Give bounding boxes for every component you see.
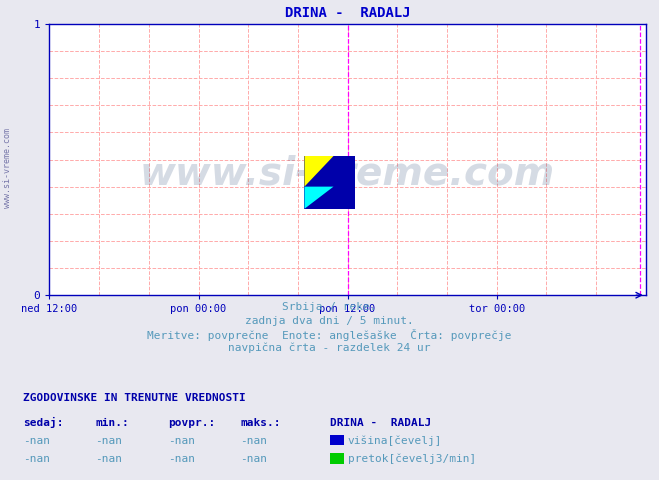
Text: pretok[čevelj3/min]: pretok[čevelj3/min] [348, 454, 476, 464]
Text: navpična črta - razdelek 24 ur: navpična črta - razdelek 24 ur [228, 343, 431, 353]
Text: -nan: -nan [168, 454, 195, 464]
Title: DRINA -  RADALJ: DRINA - RADALJ [285, 6, 411, 20]
Text: -nan: -nan [96, 454, 123, 464]
Text: -nan: -nan [168, 436, 195, 446]
Text: Srbija / reke.: Srbija / reke. [282, 302, 377, 312]
Polygon shape [304, 187, 333, 209]
Text: -nan: -nan [241, 436, 268, 446]
Text: -nan: -nan [23, 436, 50, 446]
Text: zadnja dva dni / 5 minut.: zadnja dva dni / 5 minut. [245, 316, 414, 326]
Text: www.si-vreme.com: www.si-vreme.com [3, 128, 13, 208]
Text: www.si-vreme.com: www.si-vreme.com [140, 154, 556, 192]
Text: sedaj:: sedaj: [23, 417, 63, 428]
Text: povpr.:: povpr.: [168, 418, 215, 428]
Text: -nan: -nan [23, 454, 50, 464]
Text: ZGODOVINSKE IN TRENUTNE VREDNOSTI: ZGODOVINSKE IN TRENUTNE VREDNOSTI [23, 393, 246, 403]
Text: Meritve: povprečne  Enote: anglešaške  Črta: povprečje: Meritve: povprečne Enote: anglešaške Črt… [147, 329, 512, 341]
Text: min.:: min.: [96, 418, 129, 428]
Text: maks.:: maks.: [241, 418, 281, 428]
Polygon shape [304, 156, 355, 209]
Text: DRINA -  RADALJ: DRINA - RADALJ [330, 418, 431, 428]
Text: -nan: -nan [96, 436, 123, 446]
Text: -nan: -nan [241, 454, 268, 464]
Polygon shape [304, 156, 333, 187]
Text: višina[čevelj]: višina[čevelj] [348, 435, 442, 446]
